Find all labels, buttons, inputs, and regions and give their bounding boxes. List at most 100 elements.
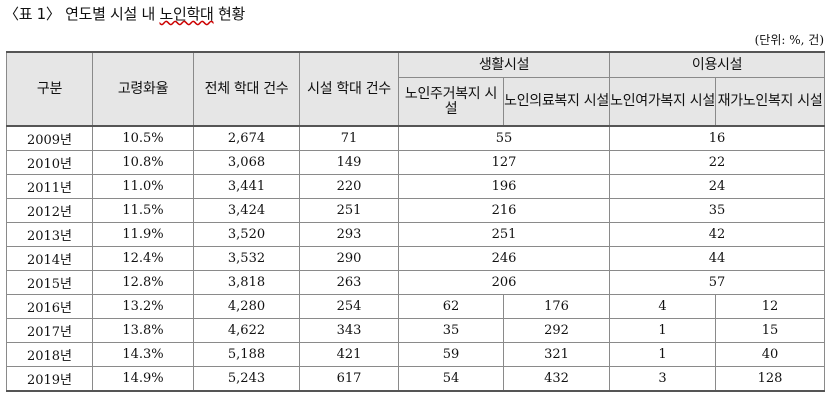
table-row: 2014년 12.4% 3,532 290 246 44 <box>6 246 826 271</box>
cell-leisure: 3 <box>609 366 717 392</box>
cell-year: 2014년 <box>6 246 93 271</box>
cell-leisure: 1 <box>609 342 717 367</box>
cell-year: 2018년 <box>6 342 93 367</box>
cell-using: 42 <box>609 222 826 247</box>
cell-rate: 13.2% <box>92 294 194 319</box>
cell-year: 2015년 <box>6 270 93 295</box>
cell-home: 12 <box>715 294 826 319</box>
cell-facility: 251 <box>299 198 399 223</box>
header-using-facility: 이용시설 <box>609 51 826 78</box>
cell-year: 2019년 <box>6 366 93 392</box>
table-row: 2010년 10.8% 3,068 149 127 22 <box>6 150 826 175</box>
cell-facility: 254 <box>299 294 399 319</box>
cell-total: 4,622 <box>193 318 300 343</box>
cell-home: 128 <box>715 366 826 392</box>
cell-rate: 14.9% <box>92 366 194 392</box>
cell-living: 251 <box>397 222 611 247</box>
cell-facility: 617 <box>299 366 399 392</box>
cell-total: 4,280 <box>193 294 300 319</box>
cell-year: 2016년 <box>6 294 93 319</box>
cell-using: 22 <box>609 150 826 175</box>
cell-total: 3,424 <box>193 198 300 223</box>
cell-living: 206 <box>397 270 611 295</box>
cell-living: 127 <box>397 150 611 175</box>
cell-living: 246 <box>397 246 611 271</box>
abuse-stats-table: 구분 고령화율 전체 학대 건수 시설 학대 건수 생활시설 이용시설 노인주거… <box>6 51 826 392</box>
cell-rate: 11.0% <box>92 174 194 199</box>
cell-home: 15 <box>715 318 826 343</box>
header-facility-abuse: 시설 학대 건수 <box>299 51 399 127</box>
cell-facility: 421 <box>299 342 399 367</box>
table-row: 2018년 14.3% 5,188 421 59 321 1 40 <box>6 342 826 367</box>
cell-using: 35 <box>609 198 826 223</box>
cell-medical: 176 <box>502 294 611 319</box>
cell-rate: 10.8% <box>92 150 194 175</box>
cell-total: 3,532 <box>193 246 300 271</box>
caption-suffix: 현황 <box>213 5 245 23</box>
header-division: 구분 <box>6 51 93 127</box>
cell-total: 5,243 <box>193 366 300 392</box>
cell-using: 57 <box>609 270 826 295</box>
cell-year: 2009년 <box>6 125 93 151</box>
cell-housing: 59 <box>398 342 504 367</box>
header-living-facility: 생활시설 <box>397 51 611 78</box>
cell-housing: 54 <box>398 366 504 392</box>
cell-facility: 71 <box>299 125 399 151</box>
unit-note: (단위: %, 건) <box>754 33 824 47</box>
cell-medical: 292 <box>502 318 611 343</box>
table-row: 2015년 12.8% 3,818 263 206 57 <box>6 270 826 295</box>
cell-facility: 263 <box>299 270 399 295</box>
cell-rate: 12.8% <box>92 270 194 295</box>
cell-total: 3,068 <box>193 150 300 175</box>
cell-medical: 432 <box>502 366 611 392</box>
cell-year: 2010년 <box>6 150 93 175</box>
cell-rate: 12.4% <box>92 246 194 271</box>
cell-year: 2017년 <box>6 318 93 343</box>
cell-home: 40 <box>715 342 826 367</box>
cell-using: 24 <box>609 174 826 199</box>
table-row: 2012년 11.5% 3,424 251 216 35 <box>6 198 826 223</box>
table-row: 2013년 11.9% 3,520 293 251 42 <box>6 222 826 247</box>
cell-facility: 220 <box>299 174 399 199</box>
header-home-welfare: 재가노인복지 시설 <box>715 77 826 127</box>
cell-using: 16 <box>609 125 826 151</box>
cell-living: 216 <box>397 198 611 223</box>
cell-living: 196 <box>397 174 611 199</box>
cell-rate: 11.5% <box>92 198 194 223</box>
cell-using: 44 <box>609 246 826 271</box>
cell-year: 2011년 <box>6 174 93 199</box>
cell-living: 55 <box>397 125 611 151</box>
cell-rate: 14.3% <box>92 342 194 367</box>
cell-leisure: 4 <box>609 294 717 319</box>
cell-facility: 343 <box>299 318 399 343</box>
cell-facility: 149 <box>299 150 399 175</box>
table-row: 2017년 13.8% 4,622 343 35 292 1 15 <box>6 318 826 343</box>
cell-total: 2,674 <box>193 125 300 151</box>
cell-facility: 293 <box>299 222 399 247</box>
header-total-abuse: 전체 학대 건수 <box>193 51 300 127</box>
cell-total: 3,441 <box>193 174 300 199</box>
cell-housing: 62 <box>398 294 504 319</box>
table-row: 2016년 13.2% 4,280 254 62 176 4 12 <box>6 294 826 319</box>
caption-underlined-word: 노인학대 <box>159 5 214 23</box>
table-caption: 〈표 1〉 연도별 시설 내 노인학대 현황 <box>4 3 245 24</box>
cell-year: 2012년 <box>6 198 93 223</box>
cell-rate: 10.5% <box>92 125 194 151</box>
table-row: 2009년 10.5% 2,674 71 55 16 <box>6 125 826 151</box>
cell-housing: 35 <box>398 318 504 343</box>
cell-medical: 321 <box>502 342 611 367</box>
cell-total: 3,520 <box>193 222 300 247</box>
cell-year: 2013년 <box>6 222 93 247</box>
cell-rate: 13.8% <box>92 318 194 343</box>
cell-leisure: 1 <box>609 318 717 343</box>
cell-facility: 290 <box>299 246 399 271</box>
header-leisure-welfare: 노인여가복지 시설 <box>609 77 717 127</box>
caption-text: 〈표 1〉 연도별 시설 내 <box>4 5 160 23</box>
table-row: 2019년 14.9% 5,243 617 54 432 3 128 <box>6 366 826 392</box>
header-aging-rate: 고령화율 <box>92 51 194 127</box>
table-row: 2011년 11.0% 3,441 220 196 24 <box>6 174 826 199</box>
cell-rate: 11.9% <box>92 222 194 247</box>
header-housing-welfare: 노인주거복지 시설 <box>398 77 504 127</box>
cell-total: 5,188 <box>193 342 300 367</box>
cell-total: 3,818 <box>193 270 300 295</box>
